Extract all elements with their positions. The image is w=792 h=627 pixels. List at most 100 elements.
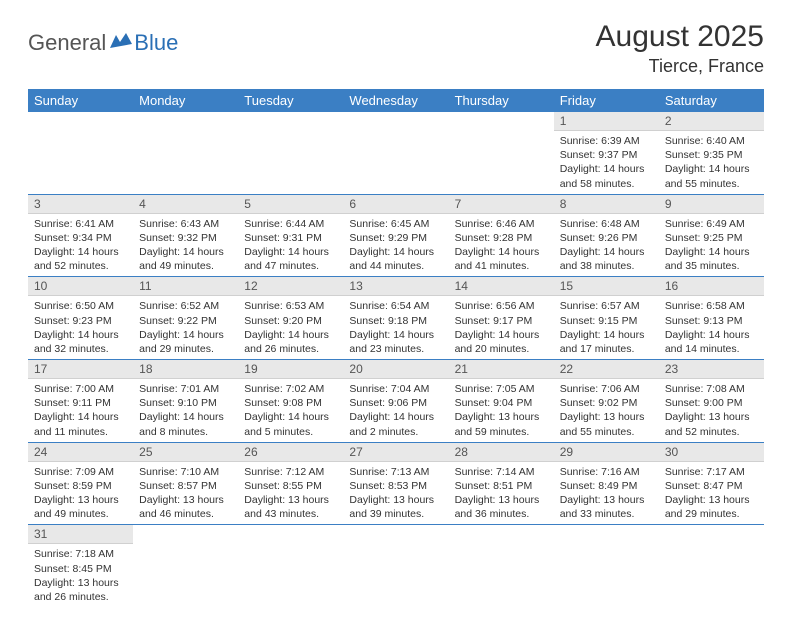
daylight-text: Daylight: 14 hours and 26 minutes. bbox=[244, 328, 337, 356]
calendar-cell bbox=[28, 112, 133, 194]
calendar-cell: 16Sunrise: 6:58 AMSunset: 9:13 PMDayligh… bbox=[659, 277, 764, 360]
calendar-cell: 23 Sunrise: 7:08 AMSunset: 9:00 PMDayligh… bbox=[659, 360, 764, 443]
daylight-text: Daylight: 14 hours and 58 minutes. bbox=[560, 162, 653, 190]
calendar-cell: 5Sunrise: 6:44 AMSunset: 9:31 PMDaylight… bbox=[238, 194, 343, 277]
daylight-text: Daylight: 13 hours and 39 minutes. bbox=[349, 493, 442, 521]
sunset-text: Sunset: 9:25 PM bbox=[665, 231, 758, 245]
day-number: 18 bbox=[133, 360, 238, 379]
location-label: Tierce, France bbox=[596, 56, 764, 77]
day-number: 22 bbox=[554, 360, 659, 379]
sunset-text: Sunset: 8:59 PM bbox=[34, 479, 127, 493]
weekday-header: Wednesday bbox=[343, 89, 448, 112]
daylight-text: Daylight: 13 hours and 55 minutes. bbox=[560, 410, 653, 438]
sunrise-text: Sunrise: 7:18 AM bbox=[34, 547, 127, 561]
calendar-cell: 12Sunrise: 6:53 AMSunset: 9:20 PMDayligh… bbox=[238, 277, 343, 360]
sunset-text: Sunset: 9:15 PM bbox=[560, 314, 653, 328]
weekday-header: Friday bbox=[554, 89, 659, 112]
calendar-cell: 13Sunrise: 6:54 AMSunset: 9:18 PMDayligh… bbox=[343, 277, 448, 360]
daylight-text: Daylight: 14 hours and 8 minutes. bbox=[139, 410, 232, 438]
weekday-header: Thursday bbox=[449, 89, 554, 112]
sunrise-text: Sunrise: 6:57 AM bbox=[560, 299, 653, 313]
logo: General Blue bbox=[28, 30, 178, 56]
daylight-text: Daylight: 14 hours and 41 minutes. bbox=[455, 245, 548, 273]
daylight-text: Daylight: 14 hours and 23 minutes. bbox=[349, 328, 442, 356]
calendar-row: 10Sunrise: 6:50 AMSunset: 9:23 PMDayligh… bbox=[28, 277, 764, 360]
daylight-text: Daylight: 13 hours and 52 minutes. bbox=[665, 410, 758, 438]
day-number: 15 bbox=[554, 277, 659, 296]
day-number: 13 bbox=[343, 277, 448, 296]
day-details: Sunrise: 6:39 AMSunset: 9:37 PMDaylight:… bbox=[554, 131, 659, 194]
day-details: Sunrise: 7:05 AMSunset: 9:04 PMDaylight:… bbox=[449, 379, 554, 442]
calendar-cell bbox=[554, 525, 659, 607]
daylight-text: Daylight: 14 hours and 35 minutes. bbox=[665, 245, 758, 273]
daylight-text: Daylight: 14 hours and 52 minutes. bbox=[34, 245, 127, 273]
sunset-text: Sunset: 9:37 PM bbox=[560, 148, 653, 162]
calendar-cell: 10Sunrise: 6:50 AMSunset: 9:23 PMDayligh… bbox=[28, 277, 133, 360]
page-title: August 2025 bbox=[596, 20, 764, 54]
sunset-text: Sunset: 9:23 PM bbox=[34, 314, 127, 328]
sunrise-text: Sunrise: 7:09 AM bbox=[34, 465, 127, 479]
day-number: 23 bbox=[659, 360, 764, 379]
day-number: 3 bbox=[28, 195, 133, 214]
logo-flag-icon bbox=[110, 32, 132, 55]
day-details: Sunrise: 6:56 AMSunset: 9:17 PMDaylight:… bbox=[449, 296, 554, 359]
sunset-text: Sunset: 8:51 PM bbox=[455, 479, 548, 493]
day-details: Sunrise: 7:17 AMSunset: 8:47 PMDaylight:… bbox=[659, 462, 764, 525]
sunset-text: Sunset: 9:13 PM bbox=[665, 314, 758, 328]
sunrise-text: Sunrise: 6:48 AM bbox=[560, 217, 653, 231]
sunset-text: Sunset: 8:53 PM bbox=[349, 479, 442, 493]
sunset-text: Sunset: 9:29 PM bbox=[349, 231, 442, 245]
sunset-text: Sunset: 9:26 PM bbox=[560, 231, 653, 245]
sunrise-text: Sunrise: 6:53 AM bbox=[244, 299, 337, 313]
daylight-text: Daylight: 13 hours and 43 minutes. bbox=[244, 493, 337, 521]
day-details: Sunrise: 7:00 AMSunset: 9:11 PMDaylight:… bbox=[28, 379, 133, 442]
day-number: 14 bbox=[449, 277, 554, 296]
sunset-text: Sunset: 9:20 PM bbox=[244, 314, 337, 328]
daylight-text: Daylight: 14 hours and 32 minutes. bbox=[34, 328, 127, 356]
title-block: August 2025 Tierce, France bbox=[596, 20, 764, 77]
sunrise-text: Sunrise: 7:05 AM bbox=[455, 382, 548, 396]
sunrise-text: Sunrise: 7:17 AM bbox=[665, 465, 758, 479]
sunrise-text: Sunrise: 6:39 AM bbox=[560, 134, 653, 148]
calendar-table: Sunday Monday Tuesday Wednesday Thursday… bbox=[28, 89, 764, 607]
sunset-text: Sunset: 9:10 PM bbox=[139, 396, 232, 410]
sunrise-text: Sunrise: 7:08 AM bbox=[665, 382, 758, 396]
day-number: 28 bbox=[449, 443, 554, 462]
sunrise-text: Sunrise: 6:43 AM bbox=[139, 217, 232, 231]
daylight-text: Daylight: 13 hours and 59 minutes. bbox=[455, 410, 548, 438]
sunrise-text: Sunrise: 7:01 AM bbox=[139, 382, 232, 396]
day-number: 1 bbox=[554, 112, 659, 131]
sunrise-text: Sunrise: 7:16 AM bbox=[560, 465, 653, 479]
calendar-cell: 14Sunrise: 6:56 AMSunset: 9:17 PMDayligh… bbox=[449, 277, 554, 360]
sunset-text: Sunset: 8:45 PM bbox=[34, 562, 127, 576]
calendar-cell: 11Sunrise: 6:52 AMSunset: 9:22 PMDayligh… bbox=[133, 277, 238, 360]
day-number: 17 bbox=[28, 360, 133, 379]
sunrise-text: Sunrise: 6:46 AM bbox=[455, 217, 548, 231]
sunset-text: Sunset: 8:57 PM bbox=[139, 479, 232, 493]
logo-text-1: General bbox=[28, 30, 106, 56]
daylight-text: Daylight: 14 hours and 17 minutes. bbox=[560, 328, 653, 356]
day-details: Sunrise: 6:46 AMSunset: 9:28 PMDaylight:… bbox=[449, 214, 554, 277]
day-details: Sunrise: 7:09 AMSunset: 8:59 PMDaylight:… bbox=[28, 462, 133, 525]
day-number: 6 bbox=[343, 195, 448, 214]
sunset-text: Sunset: 9:00 PM bbox=[665, 396, 758, 410]
day-details: Sunrise: 6:49 AMSunset: 9:25 PMDaylight:… bbox=[659, 214, 764, 277]
sunrise-text: Sunrise: 7:14 AM bbox=[455, 465, 548, 479]
sunrise-text: Sunrise: 6:49 AM bbox=[665, 217, 758, 231]
daylight-text: Daylight: 14 hours and 55 minutes. bbox=[665, 162, 758, 190]
calendar-row: 31Sunrise: 7:18 AMSunset: 8:45 PMDayligh… bbox=[28, 525, 764, 607]
day-details: Sunrise: 7:10 AMSunset: 8:57 PMDaylight:… bbox=[133, 462, 238, 525]
sunset-text: Sunset: 8:49 PM bbox=[560, 479, 653, 493]
sunset-text: Sunset: 9:32 PM bbox=[139, 231, 232, 245]
day-number: 20 bbox=[343, 360, 448, 379]
calendar-cell: 15 Sunrise: 6:57 AMSunset: 9:15 PMDayligh… bbox=[554, 277, 659, 360]
day-details: Sunrise: 6:54 AMSunset: 9:18 PMDaylight:… bbox=[343, 296, 448, 359]
calendar-cell: 31Sunrise: 7:18 AMSunset: 8:45 PMDayligh… bbox=[28, 525, 133, 607]
calendar-cell bbox=[133, 525, 238, 607]
daylight-text: Daylight: 14 hours and 49 minutes. bbox=[139, 245, 232, 273]
day-details: Sunrise: 6:44 AMSunset: 9:31 PMDaylight:… bbox=[238, 214, 343, 277]
calendar-cell bbox=[133, 112, 238, 194]
sunrise-text: Sunrise: 6:50 AM bbox=[34, 299, 127, 313]
day-number: 24 bbox=[28, 443, 133, 462]
calendar-cell: 20Sunrise: 7:04 AMSunset: 9:06 PMDayligh… bbox=[343, 360, 448, 443]
